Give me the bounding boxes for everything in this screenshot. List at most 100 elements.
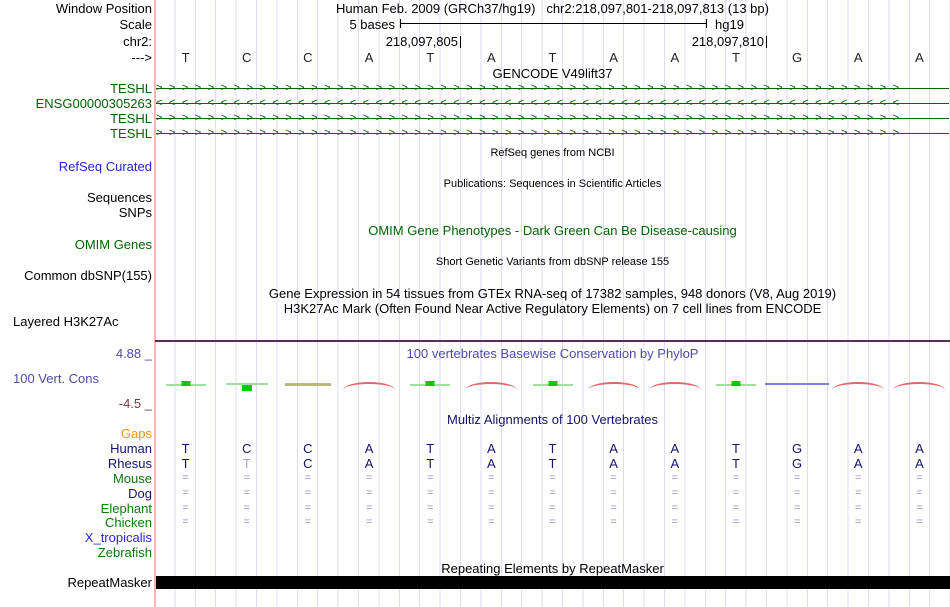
ruler-base-12: A xyxy=(915,50,924,65)
left-label-gene-teshl-1[interactable]: TESHL xyxy=(110,81,152,96)
ruler-base-9: T xyxy=(731,50,740,65)
align-mouse-cell-9: = xyxy=(732,472,740,484)
align-dog-cell-6: = xyxy=(549,487,556,499)
left-label-species-x-tropicalis[interactable]: X_tropicalis xyxy=(84,530,152,545)
align-human-cell-11: A xyxy=(853,441,863,456)
align-human-cell-2: C xyxy=(303,441,313,456)
conservation-mark-6 xyxy=(532,380,573,390)
left-label-gene-teshl-2[interactable]: TESHL xyxy=(110,111,152,126)
ruler-base-11: A xyxy=(853,50,863,65)
left-label-species-rhesus[interactable]: Rhesus xyxy=(107,456,152,471)
align-elephant-cell-7: = xyxy=(610,502,617,514)
align-mouse-cell-4: = xyxy=(426,472,434,484)
conservation-mark-line xyxy=(225,383,268,385)
assembly-short: hg19 xyxy=(715,17,744,32)
h3k27ac-title[interactable]: H3K27Ac Mark (Often Found Near Active Re… xyxy=(283,301,822,316)
left-label-species-zebrafish[interactable]: Zebrafish xyxy=(97,545,152,560)
align-chicken-cell-6: = xyxy=(549,516,556,528)
gtex-title[interactable]: Gene Expression in 54 tissues from GTEx … xyxy=(268,286,837,301)
left-label-omim-genes[interactable]: OMIM Genes xyxy=(74,237,152,252)
align-mouse-cell-1: = xyxy=(243,472,250,484)
align-rhesus-cell-5: A xyxy=(487,456,496,471)
align-mouse-cell-0: = xyxy=(182,472,189,484)
position-cursor-line xyxy=(154,0,156,607)
left-label-species-mouse[interactable]: Mouse xyxy=(112,471,152,486)
conservation-mark-arc xyxy=(832,382,885,390)
left-label-gaps[interactable]: Gaps xyxy=(120,426,152,441)
gencode-title[interactable]: GENCODE V49lift37 xyxy=(492,66,613,81)
left-label-species-human[interactable]: Human xyxy=(110,441,152,456)
align-mouse-cell-6: = xyxy=(549,472,556,484)
left-label-strand-arrow[interactable]: ---> xyxy=(131,50,152,65)
omim-title[interactable]: OMIM Gene Phenotypes - Dark Green Can Be… xyxy=(368,223,737,238)
dbsnp-title[interactable]: Short Genetic Variants from dbSNP releas… xyxy=(435,256,670,268)
conservation-mark-0 xyxy=(165,380,206,390)
left-label-sequences[interactable]: Sequences xyxy=(86,190,152,205)
left-label-repeatmasker[interactable]: RepeatMasker xyxy=(67,575,152,590)
window-position-text: Human Feb. 2009 (GRCh37/hg19) chr2:218,0… xyxy=(336,1,769,16)
gene-item-ensg00000305263[interactable]: <<<<<<<<<<<<<<<<<<<<<<<<<<<<<<<<<<<<<<<<… xyxy=(156,97,949,110)
left-label-species-elephant[interactable]: Elephant xyxy=(100,501,152,516)
publications-title[interactable]: Publications: Sequences in Scientific Ar… xyxy=(443,178,662,190)
align-dog-cell-10: = xyxy=(793,487,801,499)
left-label-scale[interactable]: Scale xyxy=(119,17,152,32)
conservation-mark-4 xyxy=(410,380,451,390)
gene-item-teshl-1[interactable]: >>>>>>>>>>>>>>>>>>>>>>>>>>>>>>>>>>>>>>>>… xyxy=(156,82,949,95)
left-label-layered-h3k27ac[interactable]: Layered H3K27Ac xyxy=(13,314,119,329)
ruler-base-8: A xyxy=(670,50,680,65)
left-label-cons-max[interactable]: 4.88 _ xyxy=(115,346,152,361)
ruler-base-4: T xyxy=(426,50,435,65)
align-rhesus-cell-3: A xyxy=(364,456,374,471)
left-label-cons-min[interactable]: -4.5 _ xyxy=(118,396,152,411)
align-elephant-cell-8: = xyxy=(671,502,679,514)
align-rhesus-cell-8: A xyxy=(670,456,680,471)
refseq-title[interactable]: RefSeq genes from NCBI xyxy=(490,147,615,159)
scale-value: 5 bases xyxy=(349,17,395,32)
align-elephant-cell-5: = xyxy=(488,502,495,514)
align-chicken-cell-3: = xyxy=(365,516,373,528)
left-label-species-chicken[interactable]: Chicken xyxy=(105,515,152,530)
align-elephant-cell-2: = xyxy=(304,502,312,514)
align-dog-cell-0: = xyxy=(182,487,189,499)
conservation-mark-arc xyxy=(343,382,396,390)
align-dog-cell-9: = xyxy=(732,487,740,499)
conservation-mark-7 xyxy=(587,380,640,390)
left-label-snps[interactable]: SNPs xyxy=(118,205,152,220)
align-dog-cell-1: = xyxy=(243,487,250,499)
conservation-mark-arc xyxy=(587,382,640,390)
align-chicken-cell-0: = xyxy=(182,516,189,528)
align-chicken-cell-8: = xyxy=(671,516,679,528)
left-label-window-position[interactable]: Window Position xyxy=(55,1,152,16)
align-elephant-cell-9: = xyxy=(732,502,740,514)
align-mouse-cell-3: = xyxy=(365,472,373,484)
gene-item-teshl-3[interactable]: >>>>>>>>>>>>>>>>>>>>>>>>>>>>>>>>>>>>>>>>… xyxy=(156,127,949,140)
align-dog-cell-8: = xyxy=(671,487,679,499)
phylop-title[interactable]: 100 vertebrates Basewise Conservation by… xyxy=(406,346,699,361)
gene-item-teshl-2[interactable]: >>>>>>>>>>>>>>>>>>>>>>>>>>>>>>>>>>>>>>>>… xyxy=(156,112,949,125)
left-label-gene-ensg00000305263[interactable]: ENSG00000305263 xyxy=(35,96,152,111)
align-mouse-cell-7: = xyxy=(610,472,617,484)
ruler-base-7: A xyxy=(609,50,618,65)
align-elephant-cell-10: = xyxy=(793,502,801,514)
align-dog-cell-5: = xyxy=(488,487,495,499)
multiz-title[interactable]: Multiz Alignments of 100 Vertebrates xyxy=(446,412,658,427)
left-label-chrom[interactable]: chr2: xyxy=(123,34,152,49)
repeatmasker-title[interactable]: Repeating Elements by RepeatMasker xyxy=(441,561,664,576)
align-mouse-cell-8: = xyxy=(671,472,679,484)
ruler-base-6: T xyxy=(548,50,557,65)
align-dog-cell-2: = xyxy=(304,487,312,499)
ruler-right-number: 218,097,810 xyxy=(691,34,764,49)
align-mouse-cell-12: = xyxy=(916,472,923,484)
left-label-gene-teshl-3[interactable]: TESHL xyxy=(110,126,152,141)
left-label-species-dog[interactable]: Dog xyxy=(128,486,152,501)
align-rhesus-cell-6: T xyxy=(548,456,557,471)
align-human-cell-1: C xyxy=(242,441,252,456)
align-chicken-cell-9: = xyxy=(732,516,740,528)
left-label-common-dbsnp[interactable]: Common dbSNP(155) xyxy=(24,268,152,283)
conservation-mark-line xyxy=(765,383,830,385)
align-elephant-cell-1: = xyxy=(243,502,250,514)
repeatmasker-element-bar[interactable] xyxy=(156,576,950,589)
left-label-vert-cons[interactable]: 100 Vert. Cons xyxy=(13,371,99,386)
align-mouse-cell-2: = xyxy=(304,472,312,484)
left-label-refseq-curated[interactable]: RefSeq Curated xyxy=(58,159,152,174)
